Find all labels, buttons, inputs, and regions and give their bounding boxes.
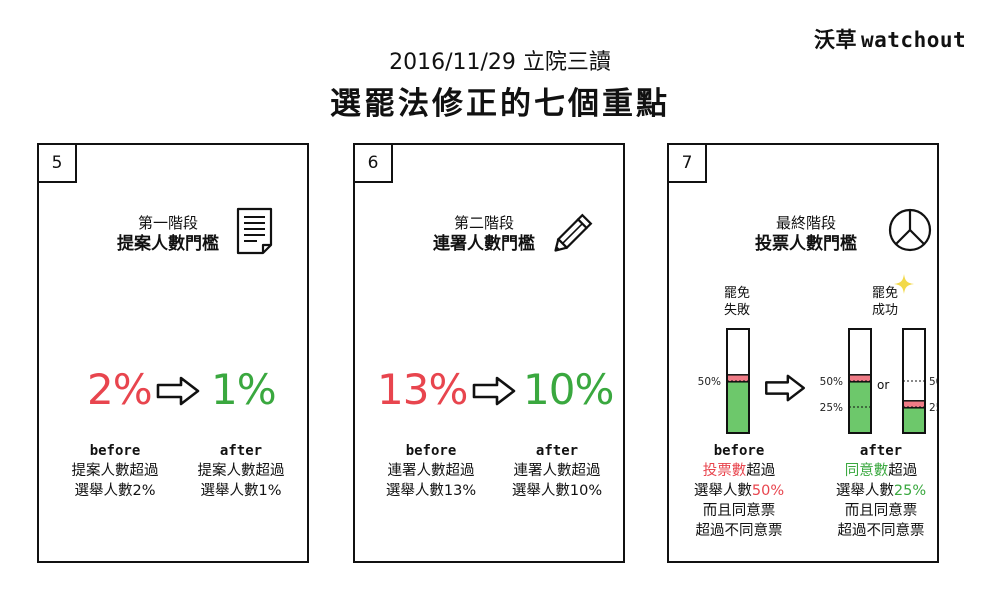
- pencil-icon: [554, 213, 593, 252]
- stage-threshold: 提案人數門檻: [117, 234, 219, 254]
- after-label: after: [859, 443, 903, 459]
- before-label: before: [405, 443, 457, 459]
- before-desc-highlight: 50%: [751, 483, 785, 499]
- before-bar-fill: [727, 375, 749, 433]
- arrow-right-icon: [472, 376, 516, 406]
- stage-title: 最終階段 投票人數門檻: [739, 213, 873, 255]
- after-desc-text: 超過: [888, 463, 918, 479]
- after-bar-right-fill: [903, 401, 925, 433]
- after-caption-line: 罷免: [871, 286, 898, 301]
- after-value: 1%: [211, 365, 277, 414]
- brand-logo: 沃草 watchout: [814, 24, 966, 54]
- tick-label-25: 25%: [820, 402, 843, 414]
- after-bar-left-marker: [848, 374, 872, 383]
- tick-label-25: 25%: [929, 402, 937, 414]
- before-desc-line: 選舉人數2%: [74, 483, 156, 499]
- arrow-right-icon: [156, 376, 200, 406]
- after-label: after: [219, 443, 263, 459]
- before-desc-line: 連署人數超過: [387, 463, 475, 479]
- after-bar-right-outline: [902, 328, 926, 434]
- before-label: before: [713, 443, 765, 459]
- before-desc-highlight: 投票數: [702, 463, 747, 479]
- brand-name-han: 沃草: [814, 28, 857, 52]
- card-7: 7 最終階段 投票人數門檻 罷免 失敗 罷免 成功 50% 50% 25% 50% 25…: [667, 143, 939, 563]
- after-description: 連署人數超過 選舉人數10%: [492, 461, 622, 501]
- stage-threshold: 投票人數門檻: [755, 234, 857, 254]
- before-description: 連署人數超過 選舉人數13%: [366, 461, 496, 501]
- before-label: before: [89, 443, 141, 459]
- before-value: 2%: [87, 365, 153, 414]
- sparkle-icon: [894, 274, 914, 294]
- before-desc-line: 而且同意票: [702, 503, 776, 519]
- vote-threshold-gauges: 50% 50% 25% 50% 25%: [698, 328, 937, 434]
- before-desc-line: 提案人數超過: [71, 463, 159, 479]
- page-title: 選罷法修正的七個重點: [330, 86, 670, 122]
- before-desc-line: 超過不同意票: [695, 523, 783, 539]
- stage-name: 第二階段: [453, 214, 514, 232]
- before-desc-text: 超過: [746, 463, 776, 479]
- document-icon: [236, 207, 273, 255]
- tick-label-50: 50%: [698, 376, 721, 388]
- card-5: 5 第一階段 提案人數門檻 2% 1% before after 提案人數超過 …: [37, 143, 309, 563]
- after-desc-highlight: 同意數: [844, 463, 889, 479]
- after-bar-left-fill: [849, 375, 871, 433]
- card-number: 6: [353, 143, 393, 183]
- tick-label-50: 50%: [820, 376, 843, 388]
- after-description: 同意數超過 選舉人數25% 而且同意票 超過不同意票: [816, 461, 946, 541]
- before-caption-line: 失敗: [723, 303, 750, 318]
- before-description: 投票數超過 選舉人數50% 而且同意票 超過不同意票: [674, 461, 804, 541]
- after-desc-line: 提案人數超過: [197, 463, 285, 479]
- card-number: 7: [667, 143, 707, 183]
- stage-name: 最終階段: [775, 214, 836, 232]
- after-desc-highlight: 25%: [893, 483, 927, 499]
- stage-name: 第一階段: [137, 214, 198, 232]
- card-number: 5: [37, 143, 77, 183]
- stage-title: 第一階段 提案人數門檻: [101, 213, 235, 255]
- before-caption: 罷免 失敗: [707, 285, 767, 319]
- after-desc-text: 選舉人數: [835, 483, 894, 499]
- date-line: 2016/11/29 立院三讀: [389, 50, 611, 75]
- brand-name-latin: watchout: [861, 28, 967, 52]
- pie-chart-icon: [888, 208, 932, 252]
- card-6: 6 第二階段 連署人數門檻 13% 10% before after 連署人數超…: [353, 143, 625, 563]
- or-label: or: [877, 378, 890, 392]
- before-value: 13%: [377, 365, 468, 414]
- arrow-right-icon: [765, 374, 805, 402]
- before-bar-marker: [726, 374, 750, 383]
- tick-label-50: 50%: [929, 376, 937, 388]
- before-description: 提案人數超過 選舉人數2%: [50, 461, 180, 501]
- before-bar-outline: [726, 328, 750, 434]
- after-bar-right-marker: [902, 400, 926, 409]
- after-desc-line: 連署人數超過: [513, 463, 601, 479]
- after-caption-line: 成功: [871, 303, 898, 318]
- stage-title: 第二階段 連署人數門檻: [417, 213, 551, 255]
- before-caption-line: 罷免: [723, 286, 750, 301]
- after-bar-left-outline: [848, 328, 872, 434]
- after-desc-line: 選舉人數1%: [200, 483, 282, 499]
- after-description: 提案人數超過 選舉人數1%: [176, 461, 306, 501]
- after-desc-line: 超過不同意票: [837, 523, 925, 539]
- after-label: after: [535, 443, 579, 459]
- after-caption: 罷免 成功: [855, 285, 915, 319]
- before-desc-line: 選舉人數13%: [385, 483, 477, 499]
- before-desc-text: 選舉人數: [693, 483, 752, 499]
- after-desc-line: 選舉人數10%: [511, 483, 603, 499]
- after-value: 10%: [523, 365, 614, 414]
- after-desc-line: 而且同意票: [844, 503, 918, 519]
- stage-threshold: 連署人數門檻: [433, 234, 535, 254]
